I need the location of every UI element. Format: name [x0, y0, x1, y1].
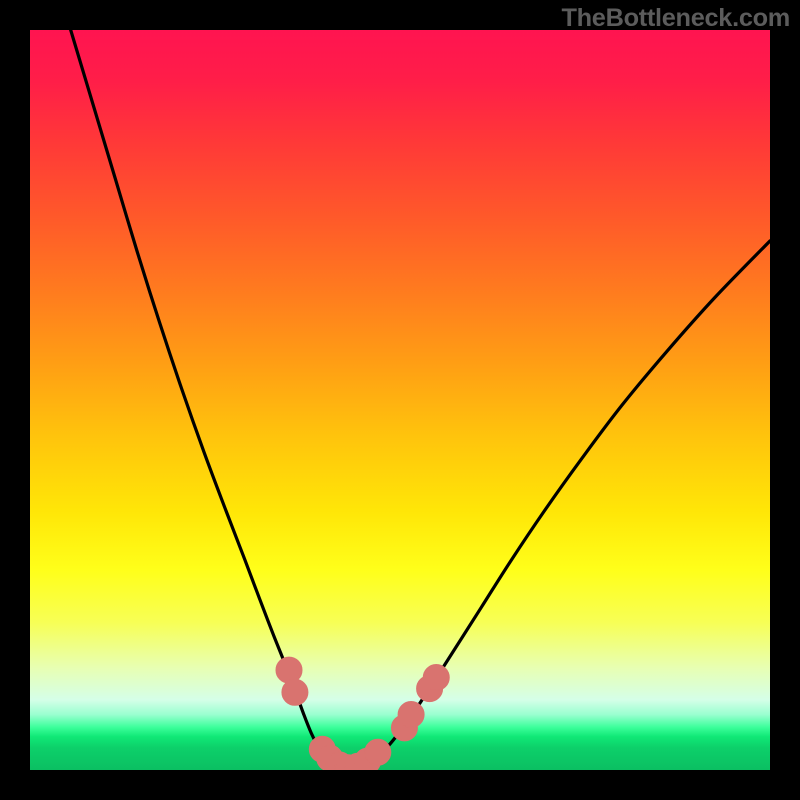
- watermark-text: TheBottleneck.com: [561, 4, 790, 33]
- valley-dot-1: [282, 679, 308, 705]
- stage: TheBottleneck.com: [0, 0, 800, 800]
- curve-right: [348, 241, 770, 770]
- valley-dot-12: [423, 665, 449, 691]
- curve-svg: [30, 30, 770, 770]
- plot-area: [30, 30, 770, 770]
- valley-dot-8: [365, 739, 391, 765]
- valley-dot-10: [398, 702, 424, 728]
- curve-left: [71, 30, 349, 770]
